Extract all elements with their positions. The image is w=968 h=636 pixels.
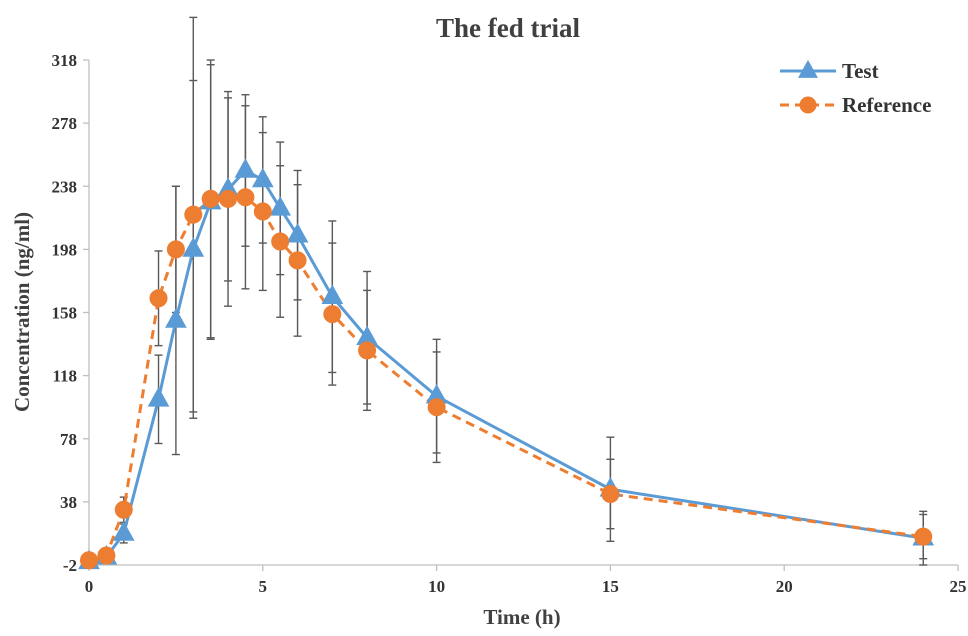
reference-data-point <box>253 202 272 221</box>
reference-data-point <box>219 189 238 208</box>
legend: Test Reference <box>780 59 931 117</box>
y-tick-label: 158 <box>52 304 78 323</box>
y-tick-label: 38 <box>60 493 77 512</box>
axes: -2 38 78 118 158 198 238 278 318 0 5 10 15 20 25 <box>52 51 967 596</box>
reference-data-point <box>358 341 377 360</box>
legend-swatch-marker-reference <box>799 96 817 114</box>
reference-data-point <box>288 251 307 270</box>
x-tick-label: 15 <box>602 577 619 596</box>
series-lines <box>88 168 924 564</box>
y-tick-label: 278 <box>52 114 78 133</box>
x-tick-label: 0 <box>85 577 94 596</box>
reference-data-point <box>914 527 933 546</box>
x-tick-label: 25 <box>950 577 967 596</box>
reference-data-point <box>271 232 290 251</box>
x-axis-label: Time (h) <box>483 605 560 629</box>
test-data-point <box>321 284 344 305</box>
x-tick-label: 20 <box>776 577 793 596</box>
reference-data-point <box>114 500 133 519</box>
x-tick-label: 5 <box>259 577 268 596</box>
test-data-point <box>286 222 309 243</box>
y-axis-label: Concentration (ng/ml) <box>10 212 34 412</box>
reference-data-point <box>80 551 98 570</box>
series-markers <box>78 158 935 570</box>
y-tick-label: 318 <box>52 51 78 70</box>
legend-swatch-marker-test <box>798 59 818 78</box>
reference-data-point <box>323 305 342 324</box>
test-data-point <box>269 196 292 216</box>
test-data-point <box>251 167 274 188</box>
y-tick-label: 118 <box>52 367 77 386</box>
test-data-point <box>112 521 135 541</box>
y-tick-label: 78 <box>60 430 77 449</box>
test-data-point <box>182 237 205 257</box>
legend-item-test: Test <box>780 59 879 83</box>
reference-data-point <box>427 398 446 417</box>
y-tick-label: -2 <box>63 556 77 575</box>
legend-label-test: Test <box>842 59 879 83</box>
reference-data-point <box>184 205 203 224</box>
reference-data-point <box>149 289 168 308</box>
test-data-point <box>234 158 257 178</box>
reference-data-point <box>166 240 185 259</box>
y-tick-label: 198 <box>52 240 78 259</box>
reference-data-point <box>201 189 220 208</box>
test-data-point <box>165 308 187 328</box>
chart-title: The fed trial <box>436 13 580 43</box>
legend-item-reference: Reference <box>780 93 931 117</box>
x-tick-label: 10 <box>428 577 445 596</box>
reference-data-point <box>236 188 255 207</box>
test-series-line <box>88 168 924 564</box>
reference-data-point <box>601 484 620 503</box>
y-tick-label: 238 <box>52 177 78 196</box>
reference-data-point <box>97 546 116 565</box>
test-data-point <box>147 387 170 407</box>
reference-series-line <box>88 195 924 562</box>
legend-label-reference: Reference <box>842 93 931 117</box>
